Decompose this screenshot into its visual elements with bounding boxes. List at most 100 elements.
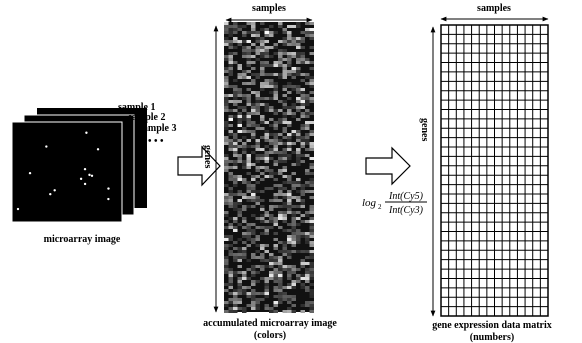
pixel (251, 238, 256, 241)
pixel (278, 295, 283, 298)
pixel (278, 301, 283, 304)
pixel (274, 238, 279, 241)
pixel (260, 205, 265, 208)
pixel (229, 286, 234, 289)
pixel (256, 166, 261, 169)
pixel (296, 274, 301, 277)
pixel (301, 304, 306, 307)
pixel (305, 136, 310, 139)
pixel (296, 139, 301, 142)
pixel (283, 58, 288, 61)
pixel (301, 127, 306, 130)
pixel (301, 265, 306, 268)
pixel (265, 151, 270, 154)
pixel (287, 178, 292, 181)
pixel (301, 106, 306, 109)
pixel (278, 169, 283, 172)
pixel (256, 49, 261, 52)
pixel (283, 268, 288, 271)
pixel (301, 274, 306, 277)
pixel (274, 310, 279, 313)
pixel (256, 244, 261, 247)
pixel (247, 115, 252, 118)
pixel (305, 82, 310, 85)
pixel (247, 244, 252, 247)
pixel (224, 67, 229, 70)
pixel (292, 85, 297, 88)
pixel (292, 298, 297, 301)
pixel (310, 223, 315, 226)
pixel (233, 151, 238, 154)
pixel (310, 181, 315, 184)
pixel (274, 295, 279, 298)
pixel (287, 295, 292, 298)
pixel (242, 226, 247, 229)
pixel (229, 31, 234, 34)
pixel (251, 283, 256, 286)
pixel (301, 232, 306, 235)
pixel (251, 22, 256, 25)
pixel (305, 256, 310, 259)
pixel (251, 265, 256, 268)
pixel (310, 85, 315, 88)
pixel (278, 121, 283, 124)
pixel (292, 130, 297, 133)
pixel (265, 145, 270, 148)
pixel (278, 214, 283, 217)
pixel (296, 229, 301, 232)
pixel (224, 142, 229, 145)
pixel (229, 274, 234, 277)
pixel (242, 148, 247, 151)
pixel (274, 184, 279, 187)
pixel (287, 73, 292, 76)
pixel (247, 304, 252, 307)
pixel (251, 103, 256, 106)
pixel (283, 40, 288, 43)
pixel (256, 271, 261, 274)
pixel (269, 208, 274, 211)
pixel (287, 85, 292, 88)
pixel (269, 175, 274, 178)
pixel (301, 205, 306, 208)
pixel (283, 142, 288, 145)
pixel (310, 190, 315, 193)
pixel (265, 34, 270, 37)
pixel (238, 271, 243, 274)
pixel (283, 118, 288, 121)
pixel (233, 109, 238, 112)
pixel (251, 163, 256, 166)
pixel (292, 43, 297, 46)
pixel (229, 133, 234, 136)
pixel (296, 61, 301, 64)
pixel (305, 181, 310, 184)
pixel (233, 181, 238, 184)
pixel (287, 301, 292, 304)
pixel (301, 52, 306, 55)
pixel (287, 43, 292, 46)
pixel (292, 40, 297, 43)
pixel (229, 268, 234, 271)
pixel (256, 142, 261, 145)
pixel (310, 307, 315, 310)
pixel (283, 73, 288, 76)
pixel (247, 82, 252, 85)
pixel (251, 43, 256, 46)
pixel (274, 109, 279, 112)
pixel (247, 199, 252, 202)
pixel (269, 25, 274, 28)
pixel (310, 133, 315, 136)
pixel (287, 175, 292, 178)
pixel (265, 121, 270, 124)
pixel (301, 112, 306, 115)
pixel (278, 199, 283, 202)
pixel (310, 256, 315, 259)
pixel (301, 55, 306, 58)
pixel (260, 115, 265, 118)
pixel (296, 85, 301, 88)
pixel (256, 250, 261, 253)
pixel (274, 136, 279, 139)
pixel (229, 67, 234, 70)
pixel (296, 136, 301, 139)
pixel (260, 208, 265, 211)
pixel (229, 298, 234, 301)
